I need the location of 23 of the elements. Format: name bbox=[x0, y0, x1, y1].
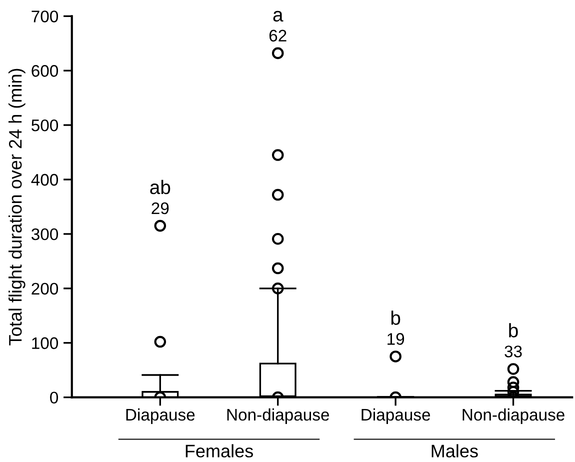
text: Males bbox=[432, 444, 478, 458]
text: Females bbox=[186, 444, 253, 458]
annotation: b bbox=[509, 323, 518, 338]
y-tick-label: 100 bbox=[32, 337, 58, 350]
annotation: b bbox=[391, 310, 400, 325]
y-axis-title: Total flight duration over 24 h (min) bbox=[8, 68, 26, 346]
y-tick-label: 500 bbox=[32, 119, 58, 132]
annotation: a bbox=[273, 10, 284, 22]
y-tick-label: 700 bbox=[32, 10, 58, 22]
y-tick-label: 300 bbox=[32, 228, 58, 240]
x-tick-label: Diapause bbox=[362, 408, 430, 424]
annotation: 62 bbox=[269, 30, 286, 42]
annotation: 29 bbox=[152, 202, 169, 214]
y-tick-label: 0 bbox=[50, 392, 58, 404]
annotation: ab bbox=[150, 180, 170, 194]
x-tick-label: Diapause bbox=[126, 408, 195, 424]
y-tick-label: 600 bbox=[32, 65, 58, 77]
annotation: 19 bbox=[388, 333, 404, 345]
x-tick-label: Non-diapause bbox=[227, 408, 330, 424]
y-tick-label: 200 bbox=[32, 282, 58, 295]
annotation: 33 bbox=[504, 346, 522, 358]
x-tick-label: Non-diapause bbox=[462, 408, 564, 424]
y-tick-label: 400 bbox=[31, 174, 58, 186]
